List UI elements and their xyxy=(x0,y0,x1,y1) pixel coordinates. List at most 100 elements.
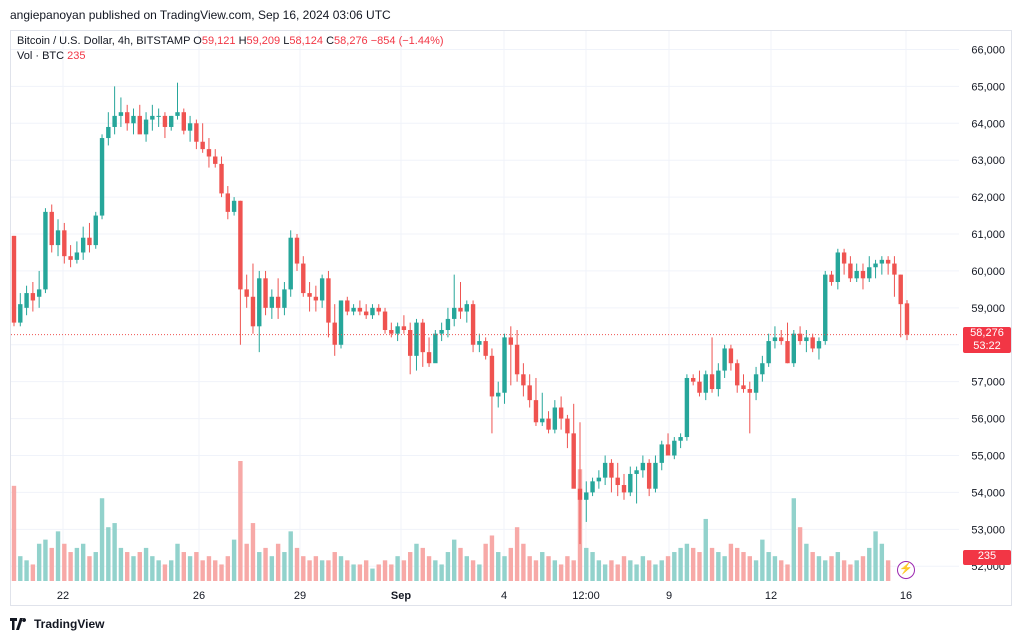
candle xyxy=(898,274,903,338)
candle-body xyxy=(860,270,866,279)
chart-legend: Bitcoin / U.S. Dollar, 4h, BITSTAMP O59,… xyxy=(17,34,444,64)
volume-bar xyxy=(496,552,501,581)
candle-body xyxy=(546,418,551,430)
volume-bar xyxy=(747,556,752,581)
candle-body xyxy=(162,115,168,127)
candle xyxy=(791,329,797,367)
candle-body xyxy=(766,341,771,364)
volume-bar xyxy=(162,564,168,581)
candle-body xyxy=(558,407,564,419)
candle xyxy=(728,344,734,371)
chart-frame[interactable]: 66,000 65,000 64,000 63,000 62,000 61,000 60,0… xyxy=(10,30,1012,606)
candle xyxy=(414,318,419,371)
candle-body xyxy=(728,348,734,364)
volume-bar xyxy=(565,556,570,581)
candle xyxy=(433,329,438,364)
volume-bar xyxy=(772,556,778,581)
candle-body xyxy=(175,112,180,116)
candle xyxy=(263,270,268,316)
volume-bar xyxy=(558,564,564,581)
candle xyxy=(621,473,627,500)
candle-body xyxy=(301,263,306,294)
x-tick-label: 29 xyxy=(294,590,306,602)
candle-body xyxy=(615,477,620,486)
candle xyxy=(854,263,859,283)
candle xyxy=(816,337,822,360)
volume-bar xyxy=(269,556,275,581)
candle xyxy=(904,300,910,341)
volume-bar xyxy=(823,560,828,581)
candle-body xyxy=(464,304,469,312)
volume-bar xyxy=(452,539,457,581)
candle-body xyxy=(703,374,708,393)
candle xyxy=(357,300,363,316)
candle xyxy=(99,134,105,220)
symbol-label[interactable]: Bitcoin / U.S. Dollar, 4h, BITSTAMP xyxy=(17,35,191,47)
candle xyxy=(760,355,765,382)
y-tick-label: 59,000 xyxy=(971,303,1005,315)
candle xyxy=(49,204,54,253)
volume-bar xyxy=(87,556,92,581)
volume-bar xyxy=(885,560,891,581)
volume-label[interactable]: Vol · BTC xyxy=(17,50,65,62)
candle-body xyxy=(690,377,696,382)
candle-body xyxy=(80,237,86,253)
candle xyxy=(496,381,501,408)
volume-bar xyxy=(816,556,822,581)
candle xyxy=(879,256,885,275)
y-tick-label: 55,000 xyxy=(971,450,1005,462)
volume-bar xyxy=(753,560,759,581)
candle-body xyxy=(363,311,369,316)
footer-brand-text: TradingView xyxy=(34,617,105,631)
candle xyxy=(68,245,73,268)
x-tick-label: 9 xyxy=(666,590,672,602)
candle-body xyxy=(697,381,702,393)
volume-bar xyxy=(219,564,224,581)
y-axis-ticks: 66,000 65,000 64,000 63,000 62,000 61,000 60,0… xyxy=(971,44,1005,573)
candle-body xyxy=(407,329,413,356)
volume-bar xyxy=(426,556,432,581)
candle-body xyxy=(225,193,231,212)
volume-badge-text: 235 xyxy=(977,550,997,562)
candle xyxy=(55,219,61,257)
candle xyxy=(646,459,652,497)
volume-bar xyxy=(514,527,520,581)
candle-body xyxy=(628,473,633,493)
candle-body xyxy=(137,115,142,135)
volume-bar xyxy=(275,543,281,581)
lightning-icon[interactable]: ⚡ xyxy=(897,561,915,579)
candle-countdown: 53:22 xyxy=(973,339,1001,352)
candle xyxy=(395,322,400,342)
candle-body xyxy=(206,149,212,157)
candle xyxy=(80,226,86,260)
candle xyxy=(231,197,237,216)
candle-body xyxy=(49,211,54,246)
volume-bar xyxy=(760,539,765,581)
candle xyxy=(690,374,696,386)
candle-body xyxy=(282,289,287,308)
volume-bar xyxy=(288,531,293,581)
candle-body xyxy=(653,462,658,489)
candle xyxy=(779,329,784,345)
candle-body xyxy=(370,307,375,316)
volume-bar xyxy=(829,556,834,581)
candle xyxy=(307,282,312,312)
volume-bar xyxy=(684,543,690,581)
candle-body xyxy=(747,389,752,393)
y-tick-label: 66,000 xyxy=(971,44,1005,56)
volume-bar xyxy=(621,556,627,581)
candle xyxy=(546,411,551,434)
candle-body xyxy=(904,303,910,335)
publish-line: angiepanoyan published on TradingView.co… xyxy=(10,8,391,22)
candle xyxy=(24,285,29,316)
candle-body xyxy=(124,112,130,124)
x-tick-label: 12:00 xyxy=(572,590,600,602)
candle xyxy=(206,138,212,168)
candle xyxy=(194,119,199,150)
candlestick-chart[interactable]: 66,000 65,000 64,000 63,000 62,000 61,000 60,0… xyxy=(11,31,1011,605)
candle-body xyxy=(854,270,859,279)
open-value: 59,121 xyxy=(201,35,236,47)
candle xyxy=(219,156,224,198)
candle xyxy=(558,396,564,430)
volume-bar xyxy=(213,560,218,581)
